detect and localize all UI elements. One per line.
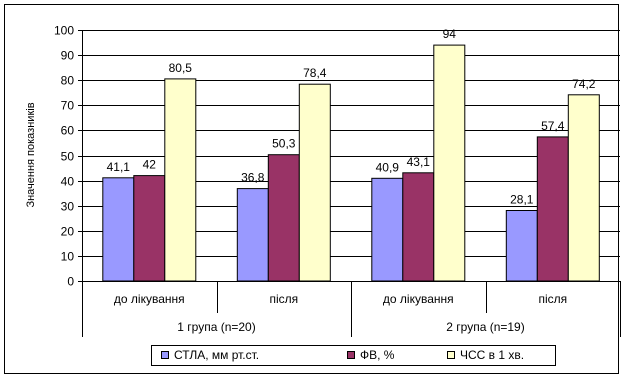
legend: СТЛА, мм рт.ст. ФВ, % ЧСС в 1 хв. (151, 345, 556, 366)
group-label: 2 група (n=19) (446, 320, 524, 334)
legend-swatch (347, 351, 355, 359)
legend-swatch (161, 351, 169, 359)
bar (567, 94, 600, 282)
bar (102, 177, 135, 282)
category-label: після (269, 292, 298, 306)
data-label: 94 (443, 27, 457, 41)
y-tick-label: 10 (61, 250, 75, 264)
group-label: 1 група (n=20) (177, 320, 255, 334)
category-labels: до лікування після до лікування після (114, 292, 567, 306)
data-label: 40,9 (376, 160, 400, 174)
legend-label: ФВ, % (360, 348, 395, 362)
bar (505, 210, 538, 282)
category-label: до лікування (114, 292, 185, 306)
y-tick-label: 70 (61, 99, 75, 113)
bar (236, 188, 269, 282)
bar (164, 78, 197, 282)
data-label: 36,8 (241, 171, 265, 185)
data-label: 42 (143, 158, 157, 172)
category-label: після (538, 292, 567, 306)
y-axis-ticks: 0 10 20 30 40 50 60 70 80 90 100 (54, 24, 82, 289)
bar (371, 177, 404, 282)
y-tick-label: 90 (61, 49, 75, 63)
data-label: 43,1 (407, 155, 431, 169)
y-axis-title: Значення показників (25, 102, 37, 207)
bar (433, 44, 466, 282)
data-label: 57,4 (541, 119, 565, 133)
group-labels: 1 група (n=20) 2 група (n=19) (177, 320, 524, 334)
data-label: 78,4 (303, 66, 327, 80)
y-tick-label: 80 (61, 74, 75, 88)
bar (298, 83, 331, 282)
axes (82, 30, 621, 337)
y-tick-label: 40 (61, 175, 75, 189)
bars (102, 44, 600, 282)
y-tick-label: 60 (61, 124, 75, 138)
bar (133, 175, 166, 282)
data-label: 28,1 (510, 193, 534, 207)
y-tick-label: 50 (61, 150, 75, 164)
category-label: до лікування (383, 292, 454, 306)
y-tick-label: 20 (61, 225, 75, 239)
bar (536, 136, 569, 282)
legend-swatch (447, 351, 455, 359)
data-label: 80,5 (169, 61, 193, 75)
bar (402, 172, 435, 282)
legend-label: ЧСС в 1 хв. (460, 348, 524, 362)
data-label: 50,3 (272, 137, 296, 151)
y-tick-label: 30 (61, 200, 75, 214)
data-label: 74,2 (572, 77, 596, 91)
data-label: 41,1 (107, 160, 131, 174)
bar (267, 154, 300, 282)
y-tick-label: 0 (67, 275, 74, 289)
y-tick-label: 100 (54, 24, 74, 38)
legend-label: СТЛА, мм рт.ст. (174, 348, 259, 362)
data-labels: 41,1 36,8 40,9 28,1 42 50,3 43,1 57,4 80,5 78,4 94… (107, 27, 596, 206)
